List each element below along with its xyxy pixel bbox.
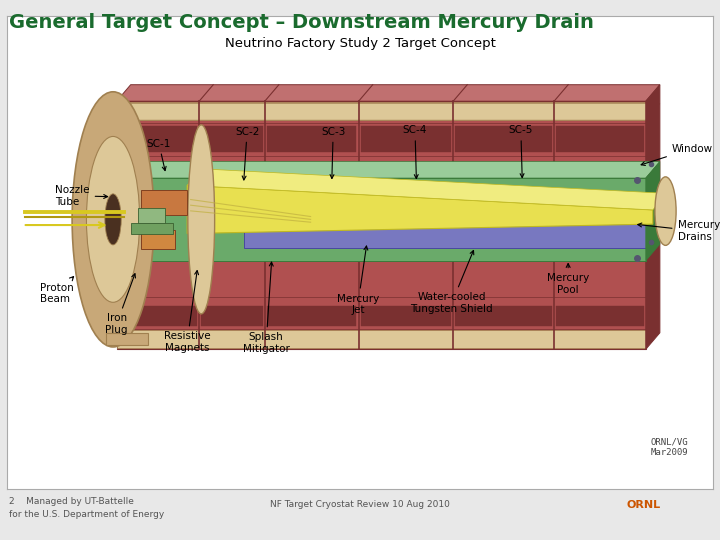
- Text: NF Target Cryostat Review 10 Aug 2010: NF Target Cryostat Review 10 Aug 2010: [270, 501, 450, 509]
- Bar: [130, 223, 173, 234]
- Bar: [138, 208, 165, 223]
- Polygon shape: [646, 161, 660, 261]
- Bar: [141, 190, 187, 215]
- Polygon shape: [187, 185, 653, 234]
- Text: General Target Concept – Downstream Mercury Drain: General Target Concept – Downstream Merc…: [9, 14, 593, 32]
- Text: Iron
Plug: Iron Plug: [105, 274, 135, 335]
- Text: SC-1: SC-1: [147, 138, 171, 171]
- Text: Nozzle
Tube: Nozzle Tube: [55, 185, 107, 206]
- Polygon shape: [106, 333, 148, 345]
- Bar: [119, 306, 197, 326]
- Text: Window: Window: [641, 144, 713, 165]
- Text: ORNL: ORNL: [626, 500, 660, 510]
- Text: Neutrino Factory Study 2 Target Concept: Neutrino Factory Study 2 Target Concept: [225, 37, 495, 50]
- Bar: [201, 306, 263, 326]
- Text: Mercury
Pool: Mercury Pool: [547, 264, 589, 295]
- Text: Proton
Beam: Proton Beam: [40, 276, 74, 305]
- Bar: [455, 306, 552, 326]
- Text: Water-cooled
Tungsten Shield: Water-cooled Tungsten Shield: [410, 251, 493, 314]
- Polygon shape: [646, 85, 660, 349]
- Polygon shape: [117, 85, 660, 102]
- Bar: [556, 126, 644, 152]
- Text: Mercury
Drains: Mercury Drains: [638, 220, 720, 242]
- Ellipse shape: [72, 92, 154, 347]
- Bar: [267, 126, 356, 152]
- Text: Mercury
Jet: Mercury Jet: [337, 246, 379, 315]
- Bar: [120, 178, 646, 261]
- Polygon shape: [120, 161, 660, 178]
- Bar: [141, 230, 175, 248]
- Bar: [243, 224, 649, 248]
- Text: Splash
Mitigator: Splash Mitigator: [243, 262, 289, 354]
- Text: for the U.S. Department of Energy: for the U.S. Department of Energy: [9, 510, 164, 519]
- Bar: [117, 330, 646, 348]
- Ellipse shape: [105, 194, 121, 245]
- Bar: [361, 126, 451, 152]
- Bar: [117, 102, 646, 120]
- Bar: [556, 306, 644, 326]
- Bar: [361, 306, 451, 326]
- Text: SC-2: SC-2: [235, 127, 259, 180]
- Bar: [201, 126, 263, 152]
- Text: Resistive
Magnets: Resistive Magnets: [164, 271, 210, 353]
- Ellipse shape: [655, 177, 676, 245]
- Text: SC-4: SC-4: [403, 125, 427, 179]
- Ellipse shape: [86, 137, 140, 302]
- Bar: [119, 126, 197, 152]
- Bar: [267, 306, 356, 326]
- Bar: [455, 126, 552, 152]
- Ellipse shape: [188, 125, 215, 314]
- Text: 2    Managed by UT-Battelle: 2 Managed by UT-Battelle: [9, 497, 133, 506]
- Polygon shape: [117, 104, 660, 120]
- Bar: [117, 102, 646, 349]
- Text: SC-5: SC-5: [509, 125, 533, 178]
- Text: SC-3: SC-3: [321, 127, 346, 179]
- Bar: [117, 124, 646, 156]
- Polygon shape: [187, 169, 667, 210]
- Bar: [117, 297, 646, 329]
- Text: ORNL/VG
Mar2009: ORNL/VG Mar2009: [650, 437, 688, 457]
